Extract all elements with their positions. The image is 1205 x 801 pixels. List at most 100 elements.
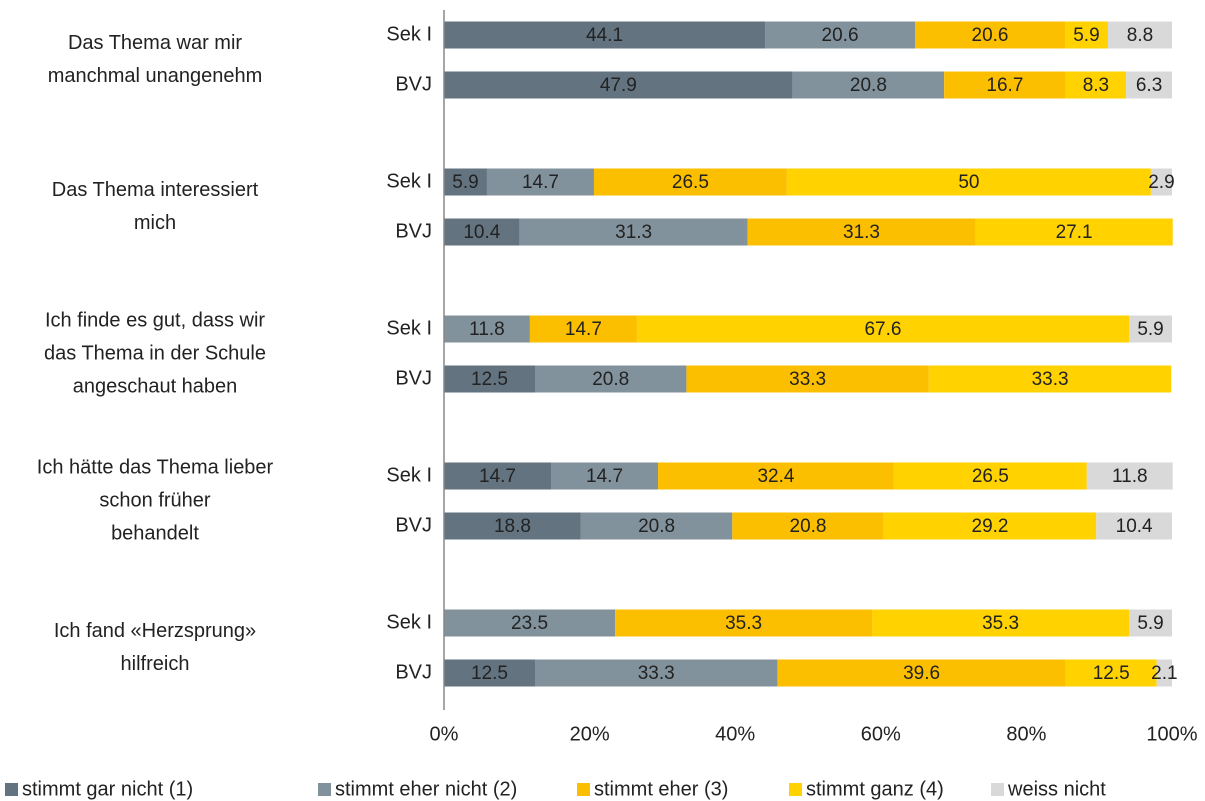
data-label: 14.7 bbox=[522, 172, 559, 193]
group-label: Das Thema war mir bbox=[68, 32, 242, 54]
bar-label: Sek I bbox=[386, 170, 432, 192]
bar-segment bbox=[1096, 512, 1172, 540]
data-label: 5.9 bbox=[1073, 25, 1099, 46]
legend-swatch bbox=[991, 783, 1004, 796]
bar-segment bbox=[893, 462, 1087, 490]
bar-label: BVJ bbox=[395, 367, 432, 389]
data-label: 20.6 bbox=[972, 25, 1009, 46]
bar-segment bbox=[883, 512, 1097, 540]
bar-segment bbox=[777, 659, 1066, 687]
data-label: 14.7 bbox=[565, 319, 602, 340]
data-label: 16.7 bbox=[986, 75, 1023, 96]
data-label: 14.7 bbox=[479, 466, 516, 487]
bar-segment bbox=[444, 21, 766, 49]
data-label: 27.1 bbox=[1056, 222, 1093, 243]
data-label: 35.3 bbox=[725, 613, 762, 634]
bar-segment bbox=[580, 512, 733, 540]
data-label: 20.8 bbox=[850, 75, 887, 96]
data-label: 12.5 bbox=[1093, 663, 1130, 684]
bar-segment bbox=[535, 365, 687, 393]
bar-segment bbox=[928, 365, 1172, 393]
bar-segment bbox=[747, 218, 976, 246]
data-label: 20.6 bbox=[822, 25, 859, 46]
bar-segment bbox=[915, 21, 1065, 49]
bar-segment bbox=[444, 71, 793, 99]
bar-segment bbox=[732, 512, 884, 540]
data-label: 8.8 bbox=[1127, 25, 1153, 46]
bar-segment bbox=[1129, 609, 1172, 637]
x-tick-label: 80% bbox=[1006, 723, 1046, 745]
data-label: 20.8 bbox=[592, 369, 629, 390]
data-label: 32.4 bbox=[757, 466, 794, 487]
data-label: 2.9 bbox=[1148, 172, 1174, 193]
data-label: 10.4 bbox=[1116, 516, 1153, 537]
bar-segment bbox=[1150, 168, 1172, 196]
bar-segment bbox=[529, 315, 637, 343]
bar-label: Sek I bbox=[386, 464, 432, 486]
data-label: 14.7 bbox=[586, 466, 623, 487]
bar-label: Sek I bbox=[386, 23, 432, 45]
x-tick-label: 0% bbox=[430, 723, 459, 745]
data-label: 5.9 bbox=[1137, 319, 1163, 340]
bar-segment bbox=[1086, 462, 1173, 490]
data-label: 5.9 bbox=[1137, 613, 1163, 634]
data-label: 6.3 bbox=[1136, 75, 1162, 96]
data-label: 12.5 bbox=[471, 369, 508, 390]
group-label: angeschaut haben bbox=[73, 375, 238, 397]
bar-segment bbox=[444, 659, 535, 687]
bar-segment bbox=[944, 71, 1066, 99]
data-label: 31.3 bbox=[615, 222, 652, 243]
data-label: 44.1 bbox=[586, 25, 623, 46]
bar-segment bbox=[872, 609, 1130, 637]
x-tick-label: 100% bbox=[1146, 723, 1197, 745]
data-label: 33.3 bbox=[638, 663, 675, 684]
bar-label: Sek I bbox=[386, 317, 432, 339]
bar-label: BVJ bbox=[395, 220, 432, 242]
legend-label: stimmt eher nicht (2) bbox=[335, 778, 517, 800]
bar-segment bbox=[444, 218, 520, 246]
bar-segment bbox=[1129, 315, 1172, 343]
group-label: Ich hätte das Thema lieber bbox=[37, 456, 274, 478]
bar-segment bbox=[615, 609, 873, 637]
data-label: 18.8 bbox=[494, 516, 531, 537]
bar-segment bbox=[444, 168, 487, 196]
bar-segment bbox=[535, 659, 778, 687]
bar-segment bbox=[444, 315, 530, 343]
legend-label: weiss nicht bbox=[1007, 778, 1106, 800]
data-label: 50 bbox=[958, 172, 979, 193]
bar-segment bbox=[1065, 659, 1157, 687]
x-tick-label: 20% bbox=[570, 723, 610, 745]
data-label: 26.5 bbox=[972, 466, 1009, 487]
bar-segment bbox=[444, 512, 581, 540]
x-tick-label: 40% bbox=[715, 723, 755, 745]
bar-segment bbox=[1064, 21, 1108, 49]
bar-label: BVJ bbox=[395, 73, 432, 95]
group-label: Das Thema interessiert bbox=[52, 179, 259, 201]
group-label: mich bbox=[134, 212, 176, 234]
bar-label: BVJ bbox=[395, 661, 432, 683]
legend-label: stimmt ganz (4) bbox=[806, 778, 944, 800]
data-label: 67.6 bbox=[864, 319, 901, 340]
bar-segment bbox=[444, 462, 552, 490]
legend-label: stimmt gar nicht (1) bbox=[22, 778, 193, 800]
bar-segment bbox=[444, 609, 616, 637]
group-label: behandelt bbox=[111, 522, 199, 544]
data-label: 31.3 bbox=[843, 222, 880, 243]
group-label: hilfreich bbox=[121, 653, 190, 675]
data-label: 11.8 bbox=[469, 319, 505, 340]
group-label: Ich finde es gut, dass wir bbox=[45, 309, 265, 331]
bar-segment bbox=[658, 462, 894, 490]
x-tick-label: 60% bbox=[861, 723, 901, 745]
data-label: 8.3 bbox=[1083, 75, 1109, 96]
bar-segment bbox=[486, 168, 594, 196]
data-label: 29.2 bbox=[972, 516, 1009, 537]
group-label: schon früher bbox=[99, 489, 211, 511]
bar-segment bbox=[1107, 21, 1172, 49]
data-label: 26.5 bbox=[672, 172, 709, 193]
data-label: 5.9 bbox=[452, 172, 478, 193]
legend-swatch bbox=[318, 783, 331, 796]
data-label: 10.4 bbox=[463, 222, 500, 243]
bar-label: BVJ bbox=[395, 514, 432, 536]
bar-segment bbox=[636, 315, 1130, 343]
bar-label: Sek I bbox=[386, 611, 432, 633]
